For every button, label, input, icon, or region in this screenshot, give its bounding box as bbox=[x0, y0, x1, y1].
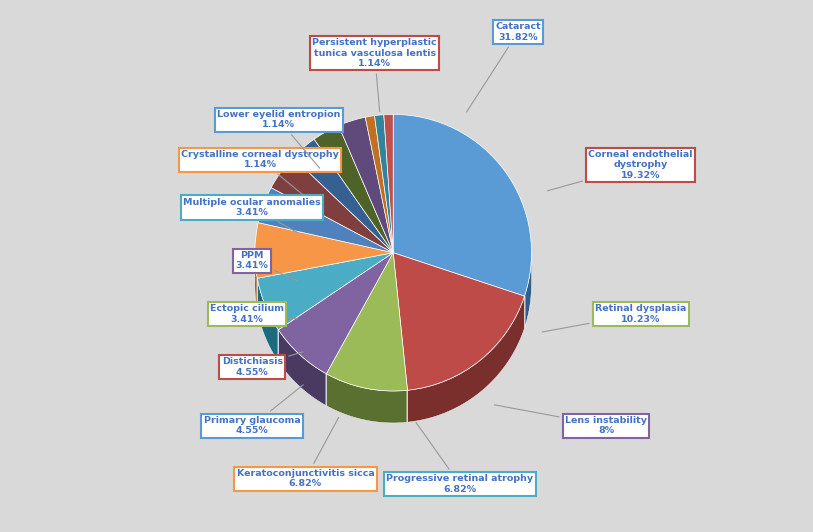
Text: Multiple ocular anomalies
3.41%: Multiple ocular anomalies 3.41% bbox=[184, 198, 321, 232]
Wedge shape bbox=[338, 117, 393, 253]
Polygon shape bbox=[278, 330, 326, 406]
Polygon shape bbox=[407, 296, 524, 422]
Text: Lens instability
8%: Lens instability 8% bbox=[494, 405, 647, 435]
Wedge shape bbox=[293, 139, 393, 253]
Text: Crystalline corneal dystrophy
1.14%: Crystalline corneal dystrophy 1.14% bbox=[181, 150, 339, 195]
Wedge shape bbox=[259, 188, 393, 253]
Text: Progressive retinal atrophy
6.82%: Progressive retinal atrophy 6.82% bbox=[386, 422, 533, 494]
Wedge shape bbox=[375, 115, 393, 253]
Wedge shape bbox=[314, 126, 393, 253]
Text: Persistent hyperplastic
tunica vasculosa lentis
1.14%: Persistent hyperplastic tunica vasculosa… bbox=[312, 38, 437, 112]
Text: Primary glaucoma
4.55%: Primary glaucoma 4.55% bbox=[204, 385, 303, 435]
Text: Cataract
31.82%: Cataract 31.82% bbox=[467, 22, 541, 112]
Text: Lower eyelid entropion
1.14%: Lower eyelid entropion 1.14% bbox=[217, 110, 341, 168]
Polygon shape bbox=[255, 247, 257, 310]
Polygon shape bbox=[257, 278, 278, 362]
Text: Ectopic cilium
3.41%: Ectopic cilium 3.41% bbox=[210, 304, 298, 323]
Text: Keratoconjunctivitis sicca
6.82%: Keratoconjunctivitis sicca 6.82% bbox=[237, 418, 374, 488]
Wedge shape bbox=[271, 157, 393, 253]
Wedge shape bbox=[278, 253, 393, 374]
Text: Distichiasis
4.55%: Distichiasis 4.55% bbox=[222, 352, 302, 377]
Wedge shape bbox=[393, 253, 524, 390]
Text: Retinal dysplasia
10.23%: Retinal dysplasia 10.23% bbox=[542, 304, 686, 332]
Wedge shape bbox=[393, 114, 532, 296]
Polygon shape bbox=[326, 374, 407, 423]
Polygon shape bbox=[524, 252, 532, 328]
Text: PPM
3.41%: PPM 3.41% bbox=[236, 251, 298, 281]
Wedge shape bbox=[365, 115, 393, 253]
Wedge shape bbox=[255, 222, 393, 278]
Wedge shape bbox=[384, 114, 393, 253]
Wedge shape bbox=[257, 253, 393, 330]
Wedge shape bbox=[326, 253, 407, 391]
Text: Corneal endothelial
dystrophy
19.32%: Corneal endothelial dystrophy 19.32% bbox=[547, 150, 693, 191]
